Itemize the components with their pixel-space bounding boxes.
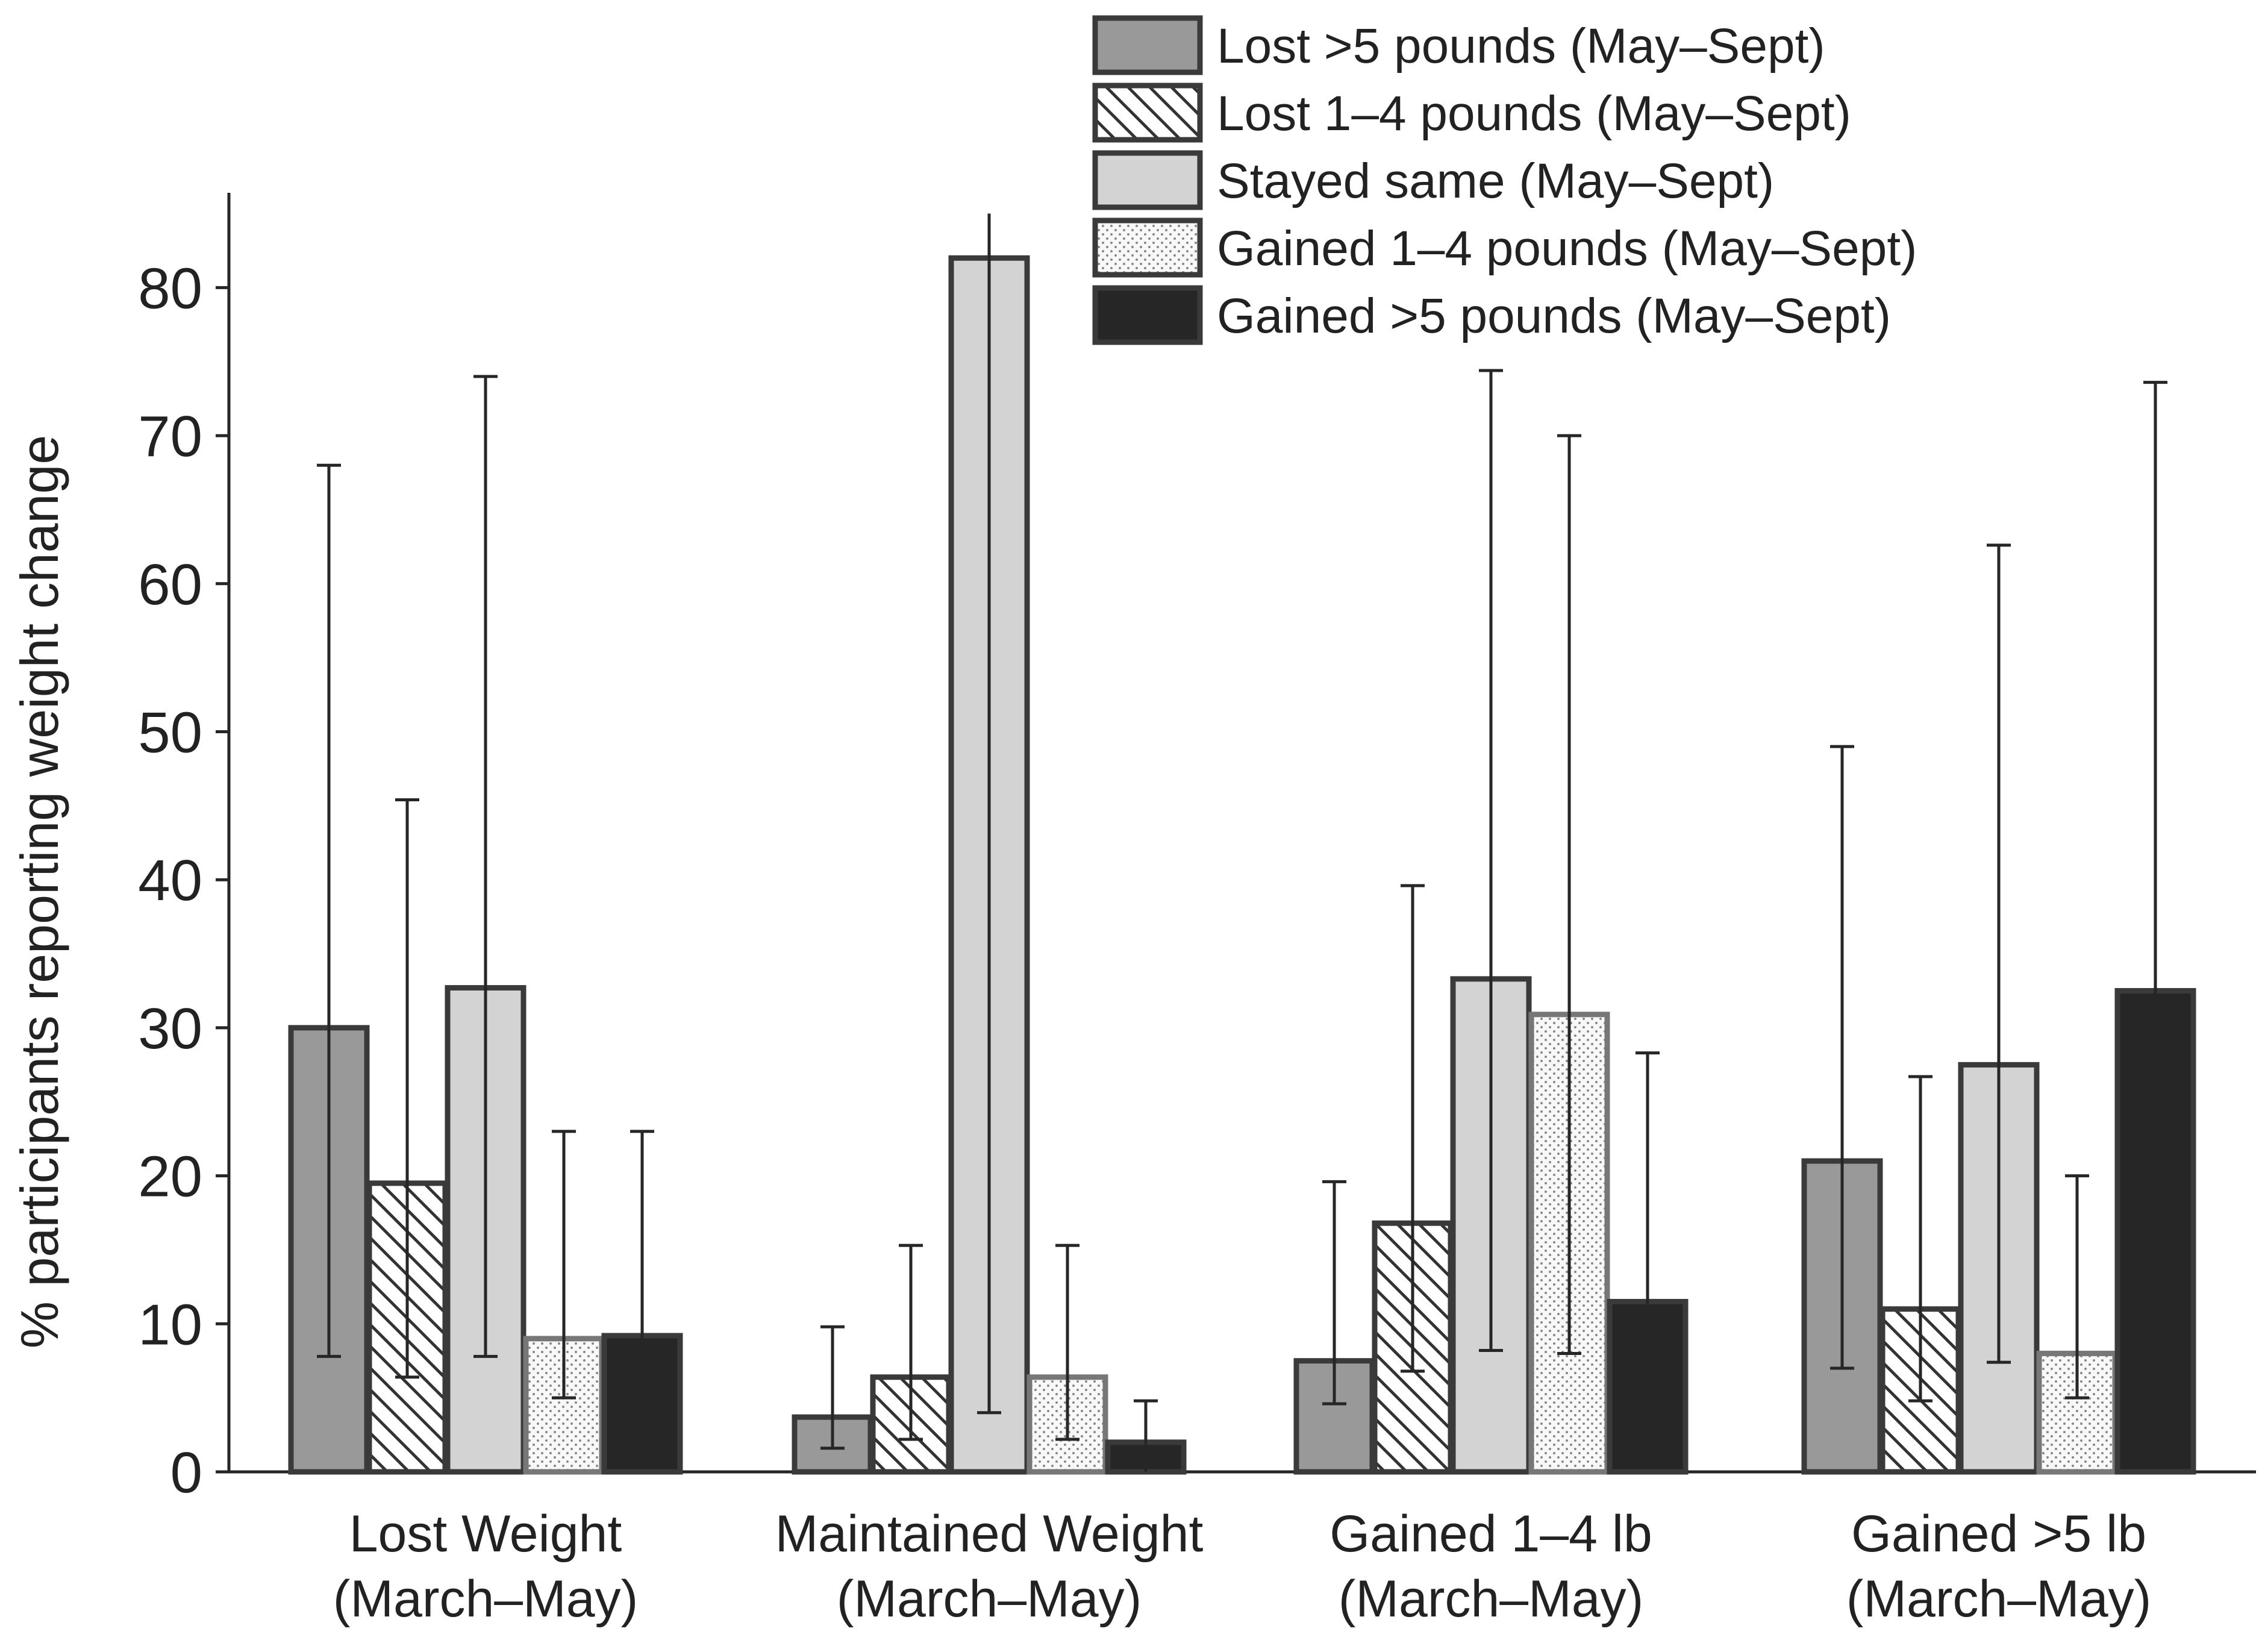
y-tick-label: 40 bbox=[138, 848, 202, 913]
legend-label: Lost >5 pounds (May–Sept) bbox=[1217, 19, 1825, 74]
bars bbox=[288, 255, 2196, 1475]
y-tick-label: 10 bbox=[138, 1292, 202, 1357]
y-tick-label: 20 bbox=[138, 1145, 202, 1209]
legend-label: Gained >5 pounds (May–Sept) bbox=[1217, 289, 1891, 343]
legend-label: Stayed same (May–Sept) bbox=[1217, 154, 1774, 208]
legend-swatch bbox=[1092, 83, 1203, 143]
y-tick-label: 60 bbox=[138, 552, 202, 617]
error-bars bbox=[317, 213, 2167, 1472]
x-category-label: (March–May) bbox=[333, 1570, 639, 1628]
legend-label: Gained 1–4 pounds (May–Sept) bbox=[1217, 221, 1917, 276]
legend-swatch bbox=[1092, 285, 1203, 345]
x-category-label: Lost Weight bbox=[349, 1505, 622, 1563]
x-category-label: Gained >5 lb bbox=[1851, 1505, 2146, 1563]
axes: 0 10 20 30 40 50 60 70 80 bbox=[138, 192, 2256, 1505]
category-labels: Lost Weight (March–May) Maintained Weight (… bbox=[333, 1505, 2152, 1628]
y-axis-title: % participants reporting weight change bbox=[10, 435, 69, 1348]
y-tick-label: 70 bbox=[138, 404, 202, 469]
x-category-label: Gained 1–4 lb bbox=[1329, 1505, 1652, 1563]
x-category-label: Maintained Weight bbox=[775, 1505, 1204, 1563]
y-tick-label: 30 bbox=[138, 997, 202, 1061]
legend-swatch bbox=[1092, 217, 1203, 278]
y-tick-label: 0 bbox=[170, 1441, 202, 1505]
x-category-label: (March–May) bbox=[1339, 1570, 1644, 1628]
x-category-label: (March–May) bbox=[1846, 1570, 2152, 1628]
legend-swatch bbox=[1092, 15, 1203, 75]
y-tick-label: 80 bbox=[138, 256, 202, 321]
legend-label: Lost 1–4 pounds (May–Sept) bbox=[1217, 86, 1851, 141]
x-category-label: (March–May) bbox=[837, 1570, 1142, 1628]
legend-swatch bbox=[1092, 150, 1203, 210]
y-tick-label: 50 bbox=[138, 701, 202, 765]
legend: Lost >5 pounds (May–Sept) Lost 1–4 pounds… bbox=[1092, 15, 1917, 345]
